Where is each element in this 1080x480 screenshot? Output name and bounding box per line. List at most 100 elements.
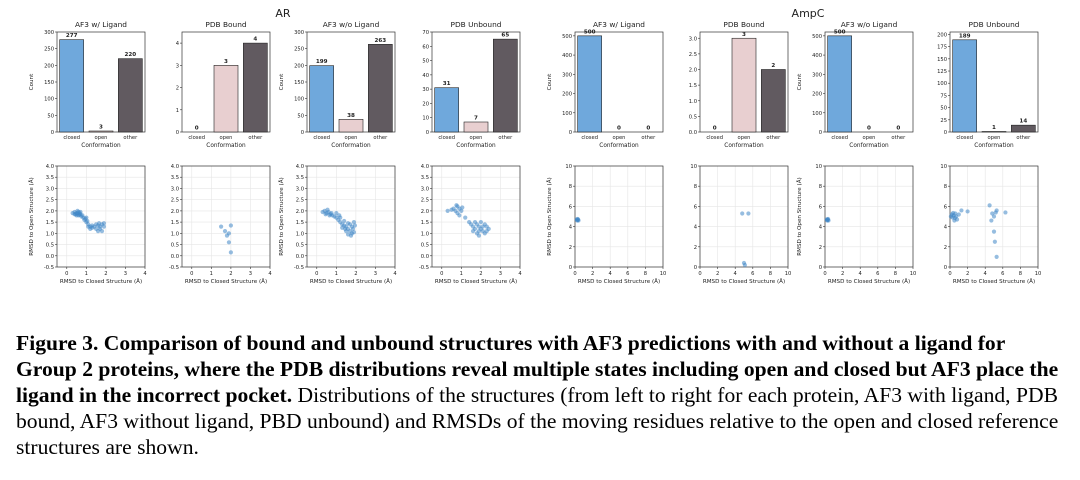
y-tick-label: 500 (562, 34, 572, 40)
chart-title: AF3 w/ Ligand (75, 20, 127, 29)
y-tick-label: 2.5 (421, 198, 429, 204)
bar-other (761, 69, 786, 133)
scatter-point (85, 218, 90, 224)
group-label-ampc: AmpC (792, 7, 825, 20)
y-tick-label: 0 (426, 130, 429, 136)
y-tick-label: 6 (944, 204, 947, 210)
x-axis-label: Conformation (81, 143, 121, 149)
scatter-point (956, 212, 961, 217)
x-tick-label: 4 (859, 271, 863, 277)
x-tick-label: 8 (769, 271, 772, 277)
x-tick-label: 2 (966, 271, 969, 277)
y-tick-label: 3.0 (421, 186, 429, 192)
y-tick-label: 3.0 (689, 36, 697, 42)
y-tick-label: 0.5 (689, 114, 697, 120)
x-tick-label: open (470, 135, 483, 141)
scatter-point (459, 208, 464, 213)
plot-frame (574, 31, 664, 133)
bar-value-label: 500 (584, 29, 596, 35)
y-tick-label: 4 (176, 41, 180, 47)
scatter-point (222, 228, 228, 234)
scatter-point (950, 210, 956, 216)
x-tick-label: other (123, 135, 138, 141)
x-tick-label: 0 (440, 271, 443, 277)
x-tick-label: open (220, 135, 233, 141)
y-tick-label: 2 (176, 86, 179, 92)
scatter-point (476, 233, 482, 238)
scatter-point (476, 228, 482, 234)
scatter-point (445, 208, 450, 213)
x-tick-label: closed (188, 135, 205, 141)
scatter-point (994, 254, 999, 259)
scatter-point (992, 239, 997, 244)
chart-title: AF3 w/o Ligand (323, 20, 380, 29)
scatter-point (746, 211, 751, 216)
scatter-point (463, 215, 468, 220)
scatter-point (334, 211, 339, 216)
bar-chart-8: 0 25 50 75 100 125 150 175 200 PDB Unbound 189 clos… (937, 20, 1039, 149)
y-tick-label: 6 (694, 204, 697, 210)
y-tick-label: 1.0 (171, 231, 179, 237)
x-tick-label: other (248, 135, 263, 141)
y-tick-label: 0 (51, 130, 54, 136)
y-axis-label: RMSD to Open Structure (Å) (28, 177, 35, 255)
y-tick-label: 0 (694, 265, 697, 271)
bar-closed (309, 65, 334, 133)
chart-title: AF3 w/o Ligand (841, 20, 898, 29)
y-tick-label: 3.5 (46, 175, 54, 181)
scatter-point (350, 226, 356, 231)
y-tick-label: 1.5 (421, 220, 429, 226)
y-tick-label: 4 (569, 225, 573, 231)
bar-other (118, 58, 143, 133)
bar-open (213, 65, 239, 133)
scatter-point (991, 229, 997, 234)
y-tick-label: 3.5 (296, 175, 304, 181)
y-tick-label: 0 (819, 265, 822, 271)
x-tick-label: 8 (894, 271, 897, 277)
scatter-point (472, 220, 478, 225)
x-tick-label: 0 (190, 271, 193, 277)
bar-value-label: 1 (992, 125, 996, 131)
scatter-point (99, 228, 105, 234)
scatter-point (575, 216, 580, 222)
y-tick-label: 2.0 (171, 209, 179, 215)
x-tick-label: 2 (229, 271, 232, 277)
y-axis-label: Count (279, 73, 285, 90)
scatter-point (219, 224, 224, 229)
y-axis-label: Count (547, 73, 553, 90)
scatter-chart-9: -0.5 0.0 0.5 1.0 1.5 2.0 2.5 3.0 3.5 4.0 RMSD to O… (28, 164, 147, 285)
y-tick-label: -0.5 (419, 265, 429, 271)
y-tick-label: 3 (176, 63, 179, 69)
plot-frame (306, 165, 396, 268)
y-tick-label: 1.0 (689, 99, 697, 105)
bar-value-label: 199 (316, 59, 328, 65)
x-axis-label: RMSD to Closed Structure (Å) (185, 278, 267, 285)
bar-closed (827, 35, 852, 133)
y-tick-label: 10 (422, 116, 429, 122)
scatter-point (952, 215, 957, 221)
caption-bold: Figure 3. Comparison of bound and unboun… (16, 331, 1059, 407)
bar-value-label: 0 (896, 126, 900, 132)
y-tick-label: 3.0 (171, 186, 179, 192)
x-tick-label: 4 (984, 271, 988, 277)
y-tick-label: 300 (44, 30, 54, 36)
x-axis-label: RMSD to Closed Structure (Å) (60, 278, 142, 285)
bar-value-label: 220 (124, 52, 136, 58)
scatter-point (351, 230, 357, 235)
x-tick-label: 6 (876, 271, 879, 277)
bar-value-label: 0 (195, 126, 199, 132)
scatter-chart-15: 0 2 4 6 8 10 RMSD to Open Structure (Å) 0 2 4 6 8 10… (796, 164, 916, 285)
x-axis-label: Conformation (599, 143, 639, 149)
y-tick-label: 0.0 (171, 254, 179, 260)
x-tick-label: 10 (1035, 271, 1042, 277)
bar-value-label: 3 (224, 59, 228, 65)
plot-frame (431, 165, 521, 268)
x-tick-label: 4 (268, 271, 272, 277)
x-tick-label: 8 (644, 271, 647, 277)
bar-open (338, 119, 364, 133)
bar-other (243, 42, 268, 133)
scatter-point (965, 209, 970, 214)
scatter-point (987, 203, 992, 208)
y-tick-label: 50 (47, 113, 54, 119)
x-tick-label: other (1016, 135, 1031, 141)
